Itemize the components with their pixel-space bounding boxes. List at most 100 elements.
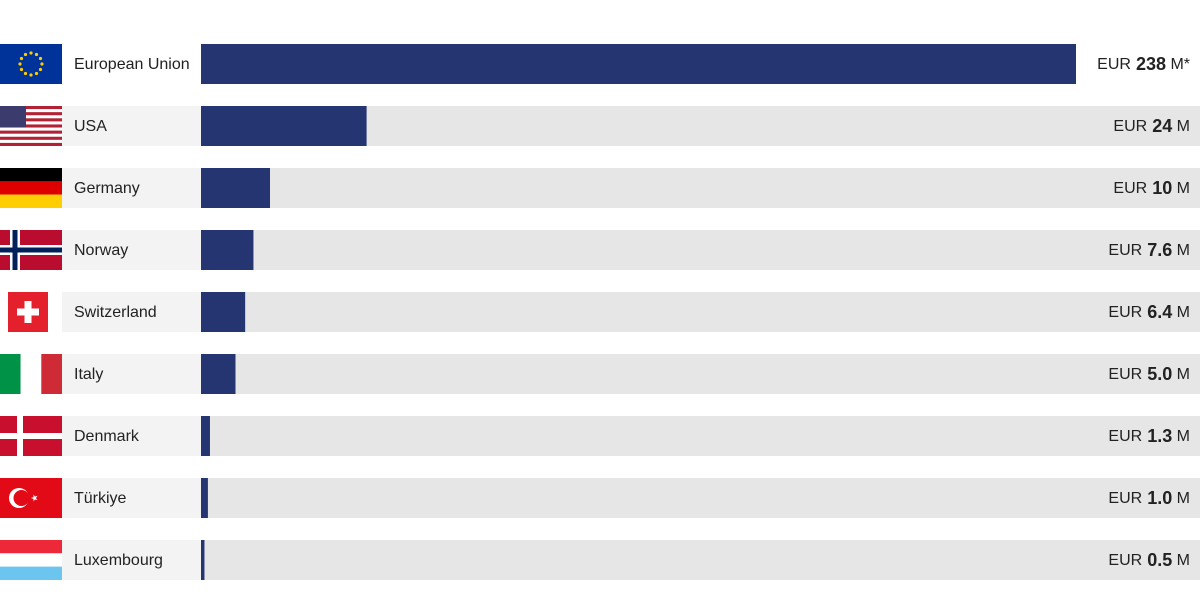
value-label-part: EUR: [1108, 242, 1142, 259]
flag-luxembourg-part: [0, 566, 62, 580]
flag-eu-part: [18, 51, 44, 77]
value-label: EUR 6.4 M: [1108, 302, 1190, 322]
flag-eu-part-part: [29, 73, 33, 77]
value-label-part: M: [1172, 118, 1190, 135]
flag-eu-part-part: [18, 62, 22, 66]
label-cell: [62, 354, 201, 394]
value-label-part: EUR: [1108, 428, 1142, 445]
flag-italy-part: [20, 354, 42, 394]
bar: [201, 44, 1076, 84]
label-cell: [62, 230, 201, 270]
bar: [201, 416, 210, 456]
flag-denmark: [0, 416, 62, 456]
flag-usa-part: [0, 106, 26, 128]
value-label-part: M: [1172, 428, 1190, 445]
value-label: EUR 1.0 M: [1108, 488, 1190, 508]
value-label: EUR 238 M*: [1097, 54, 1190, 74]
value-label-part: 1.3: [1142, 426, 1172, 446]
value-label-part: 5.0: [1142, 364, 1172, 384]
flag-usa-part-part: [0, 106, 62, 110]
value-label: EUR 24 M: [1113, 116, 1190, 136]
flag-turkiye-part: [13, 490, 30, 506]
rows: European Union EUR 238 M* USA EUR 24 M Germa…: [62, 44, 1190, 580]
flag-turkiye: [0, 478, 62, 518]
value-label: EUR 1.3 M: [1108, 426, 1190, 446]
flag-germany-part: [0, 194, 62, 208]
flag-usa-part-part: [0, 112, 62, 116]
value-label-part: EUR: [1108, 304, 1142, 321]
bar-track: [201, 478, 1200, 518]
flag-germany: [0, 168, 62, 208]
bar: [201, 292, 246, 332]
value-label-part: M: [1172, 304, 1190, 321]
flag-norway-part: [0, 247, 62, 253]
value-label-part: EUR: [1113, 118, 1147, 135]
label-cell: [62, 416, 201, 456]
bar-track: [201, 540, 1200, 580]
flag-norway: [0, 230, 62, 270]
category-label: European Union: [74, 56, 190, 73]
value-label-part: EUR: [1108, 366, 1142, 383]
value-label-part: EUR: [1108, 552, 1142, 569]
flag-usa-part-part: [0, 142, 62, 146]
value-label-part: 24: [1147, 116, 1172, 136]
flag-usa-part-part: [0, 124, 62, 128]
label-cell: [62, 478, 201, 518]
flag-eu-part-part: [19, 56, 24, 61]
value-label-part: M: [1172, 366, 1190, 383]
value-label: EUR 5.0 M: [1108, 364, 1190, 384]
flag-italy: [0, 354, 62, 394]
value-label-part: EUR: [1113, 180, 1147, 197]
flag-italy-part: [0, 354, 21, 394]
flag-eu-part-part: [38, 56, 43, 61]
flag-germany-part: [0, 181, 62, 195]
flag-italy-part: [41, 354, 62, 394]
flag-switzerland-part: [17, 308, 39, 316]
category-label: Germany: [74, 180, 140, 197]
label-cell: [62, 168, 201, 208]
flag-eu-part-part: [29, 51, 33, 55]
value-label: EUR 7.6 M: [1108, 240, 1190, 260]
value-label: EUR 10 M: [1113, 178, 1190, 198]
bar-track: [201, 168, 1200, 208]
category-label: Norway: [74, 242, 128, 259]
label-cell: [62, 292, 201, 332]
value-label-part: M: [1172, 180, 1190, 197]
flag-usa-part-part: [0, 130, 62, 134]
flag-luxembourg: [0, 540, 62, 580]
flag-usa-part-part: [0, 136, 62, 140]
label-cell: [62, 540, 201, 580]
bar-track: [201, 354, 1200, 394]
bar: [201, 354, 236, 394]
category-label: Denmark: [74, 428, 140, 445]
flag-usa-part-part: [0, 118, 62, 122]
bar: [201, 168, 270, 208]
value-label-part: M: [1172, 242, 1190, 259]
flag-luxembourg-part: [0, 540, 62, 554]
flag-eu-part-part: [38, 67, 43, 72]
category-label: Switzerland: [74, 304, 157, 321]
label-cell: [62, 44, 201, 84]
value-label-part: 1.0: [1142, 488, 1172, 508]
flag-turkiye-part: [31, 494, 38, 502]
value-label-part: EUR: [1108, 490, 1142, 507]
value-label-part: 7.6: [1142, 240, 1172, 260]
bar: [201, 478, 208, 518]
flag-eu-part-part: [23, 52, 28, 57]
category-label: Luxembourg: [74, 552, 163, 569]
flag-eu-part-part: [23, 71, 28, 76]
value-label: EUR 0.5 M: [1108, 550, 1190, 570]
flag-eu: [0, 44, 62, 84]
flag-switzerland: [8, 292, 48, 332]
bar-track: [201, 416, 1200, 456]
flag-usa: [0, 106, 62, 146]
value-label-part: M: [1172, 552, 1190, 569]
value-label-part: 238: [1131, 54, 1166, 74]
category-label: USA: [74, 118, 107, 135]
flag-denmark-part: [0, 433, 62, 439]
bar: [201, 540, 205, 580]
bar-track: [201, 230, 1200, 270]
flag-eu-part-part: [34, 52, 39, 57]
